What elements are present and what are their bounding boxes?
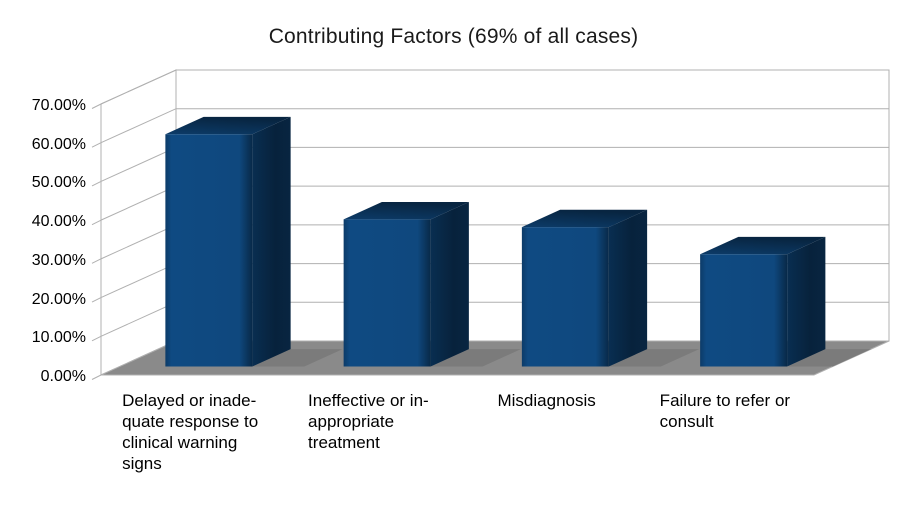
axis-tick — [91, 297, 102, 303]
x-category-label: Misdiagnosis — [497, 391, 596, 410]
bar-2 — [343, 202, 469, 367]
y-tick-label: 40.00% — [31, 213, 86, 231]
bar-shadow — [787, 349, 878, 367]
axis-tick — [91, 258, 102, 264]
bar-side-face — [787, 236, 826, 367]
y-tick-label: 10.00% — [31, 329, 86, 347]
y-tick-label: 30.00% — [31, 251, 86, 269]
bar-top-face — [700, 236, 826, 255]
bar-front-face — [343, 219, 431, 367]
y-tick-label: 70.00% — [31, 97, 86, 114]
axis-tick — [91, 180, 102, 187]
x-category-label: Ineffective or in- appropriate treatment — [308, 391, 429, 452]
bar-shadow — [252, 349, 343, 367]
bar-front-face — [700, 254, 788, 367]
y-tick-label: 20.00% — [31, 290, 86, 308]
bar-shadow — [608, 349, 700, 367]
bar-1 — [165, 116, 291, 367]
bar-4 — [700, 236, 826, 367]
y-tick-label: 0.00% — [40, 368, 86, 385]
bar-shadows — [252, 349, 878, 367]
axis-tick — [91, 374, 102, 380]
y-tick-label: 60.00% — [31, 135, 86, 153]
bar-side-face — [608, 209, 648, 367]
bar-shadow — [430, 349, 521, 367]
bar-front-face — [521, 227, 609, 367]
bar-side-face — [252, 116, 291, 367]
axis-tick — [91, 335, 102, 342]
bar-top-face — [343, 202, 469, 220]
x-category-label: Failure to refer or consult — [659, 391, 791, 431]
axis-tick — [91, 219, 102, 226]
y-tick-label: 50.00% — [31, 174, 86, 192]
grid-line — [100, 69, 889, 105]
bar-3 — [521, 209, 648, 367]
bar-side-face — [430, 202, 469, 367]
left-wall — [100, 69, 177, 376]
axis-tick — [91, 142, 102, 148]
bar-top-face — [521, 209, 648, 228]
bar-top-face — [165, 116, 291, 135]
chart-title: Contributing Factors (69% of all cases) — [268, 25, 639, 48]
x-category-label: Delayed or inade- quate response to clin… — [122, 391, 259, 473]
axis-tick — [91, 103, 102, 109]
bar-front-face — [165, 134, 253, 367]
grid-line — [100, 108, 889, 144]
